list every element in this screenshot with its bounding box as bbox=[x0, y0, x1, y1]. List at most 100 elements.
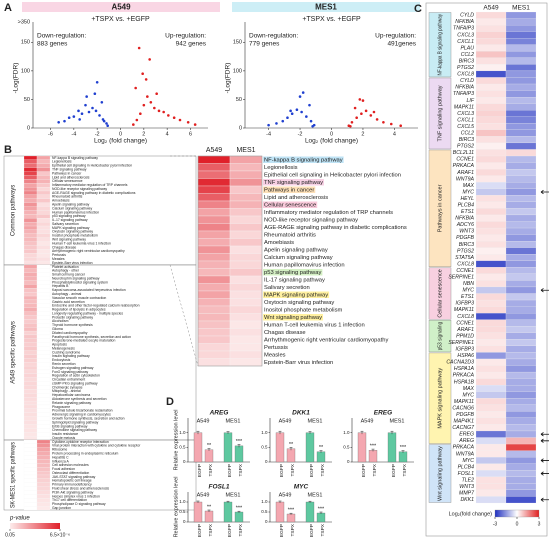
point bbox=[57, 120, 60, 124]
row-label: Insulin signaling pathway bbox=[52, 354, 90, 358]
gene-label: CXCL3 bbox=[457, 32, 474, 38]
chart-title: A549 bbox=[111, 3, 131, 12]
heat-cell bbox=[36, 443, 51, 448]
row-label: Phagosome bbox=[52, 405, 70, 409]
row-highlight bbox=[263, 156, 344, 163]
point bbox=[84, 103, 87, 107]
heat-cell bbox=[23, 478, 38, 483]
gene-label: NFKBIA bbox=[455, 19, 474, 25]
heat-cell bbox=[36, 225, 51, 231]
gene-label: CXCL8 bbox=[457, 314, 474, 320]
heat-cell bbox=[36, 214, 51, 219]
legend-title: Log₂(fold change) bbox=[449, 511, 493, 517]
heat-cell bbox=[475, 424, 507, 432]
heat-cell bbox=[36, 474, 51, 479]
heat-cell bbox=[505, 129, 537, 137]
zoom-cell bbox=[197, 193, 231, 202]
heat-cell bbox=[36, 222, 51, 227]
zoom-cell bbox=[197, 298, 231, 307]
heat-cell bbox=[36, 385, 51, 390]
colorbar-tick-label: -3 bbox=[493, 521, 498, 527]
heat-cell bbox=[475, 319, 507, 327]
row-label: AGE-RAGE signaling pathway in diabetic c… bbox=[52, 191, 136, 195]
heat-cell bbox=[505, 188, 537, 196]
heat-cell bbox=[23, 276, 38, 281]
panel-label: B bbox=[4, 144, 12, 156]
point bbox=[98, 114, 101, 117]
point bbox=[85, 95, 88, 98]
zoom-cell bbox=[197, 238, 231, 247]
point bbox=[186, 120, 190, 124]
x-tick-label: -6 bbox=[48, 131, 53, 137]
point bbox=[63, 119, 66, 123]
heat-cell bbox=[475, 149, 507, 157]
zoom-row-label: Arrhythmogenic right ventricular cardiom… bbox=[264, 337, 388, 343]
point bbox=[382, 120, 385, 124]
point bbox=[132, 123, 135, 126]
heat-cell bbox=[23, 214, 38, 219]
gene-label: NFKBIA bbox=[455, 85, 474, 91]
gene-label: ARAF1 bbox=[456, 170, 474, 176]
y-tick-label: 1.0 bbox=[343, 430, 350, 435]
heat-cell bbox=[36, 319, 51, 324]
heat-cell bbox=[505, 51, 537, 58]
heat-cell bbox=[505, 293, 537, 301]
gene-label: CXCL3 bbox=[457, 111, 474, 117]
gene-label: TNFAIP3 bbox=[453, 26, 474, 32]
point bbox=[155, 92, 158, 96]
gene-label: TNFAIP3 bbox=[453, 91, 474, 97]
y-tick-label: 100 bbox=[233, 68, 242, 74]
colorbar-tick-label: 0 bbox=[516, 521, 519, 527]
row-label: Endocrine and other factor-regulated cal… bbox=[52, 304, 140, 308]
panel-c-frame bbox=[425, 2, 548, 537]
heat-cell bbox=[475, 463, 507, 471]
gene-label: CACNG7 bbox=[452, 425, 475, 431]
point bbox=[87, 110, 91, 114]
heat-cell bbox=[36, 459, 51, 464]
group-box bbox=[428, 267, 452, 320]
heat-cell bbox=[23, 467, 38, 472]
heat-cell bbox=[23, 428, 38, 433]
heat-cell bbox=[505, 299, 537, 307]
heat-cell bbox=[23, 315, 38, 320]
heat-cell bbox=[23, 272, 38, 277]
zoom-cell bbox=[229, 200, 263, 209]
point bbox=[149, 100, 153, 104]
heat-cell bbox=[23, 175, 38, 180]
gene-label: WNT9A bbox=[456, 176, 475, 182]
heat-cell bbox=[475, 450, 507, 458]
point bbox=[389, 122, 393, 126]
panel-label: C bbox=[414, 3, 422, 15]
zoom-row-label: Inflammatory mediator regulation of TRP … bbox=[264, 210, 393, 216]
bar bbox=[398, 451, 408, 463]
gene-label: CXCL8 bbox=[457, 72, 474, 78]
heat-cell bbox=[475, 110, 507, 117]
heat-cell bbox=[505, 332, 537, 340]
heat-cell bbox=[475, 77, 507, 85]
heat-cell bbox=[36, 284, 51, 289]
heat-cell bbox=[475, 188, 507, 196]
gene-label: PLAU bbox=[460, 45, 474, 51]
group-label: p53 signaling bbox=[437, 322, 443, 351]
zoom-cell bbox=[197, 200, 231, 209]
row-label: Small cell lung cancer bbox=[52, 273, 86, 277]
heat-cell bbox=[23, 373, 38, 378]
point bbox=[309, 119, 313, 123]
zoom-row-label: Pathways in cancer bbox=[264, 187, 314, 193]
row-highlight bbox=[263, 186, 316, 193]
heat-cell bbox=[505, 77, 537, 85]
point bbox=[135, 118, 139, 122]
heat-cell bbox=[36, 420, 51, 425]
gene-label: CCNE1 bbox=[456, 268, 474, 274]
bar bbox=[204, 510, 214, 523]
heat-cell bbox=[505, 162, 537, 170]
significance: *** bbox=[400, 445, 407, 451]
heat-cell bbox=[475, 247, 507, 255]
heat-cell bbox=[475, 476, 507, 484]
heat-cell bbox=[36, 257, 51, 262]
zoom-cell bbox=[229, 298, 263, 307]
heat-cell bbox=[36, 408, 51, 413]
significance: *** bbox=[318, 506, 325, 512]
point bbox=[144, 78, 148, 81]
